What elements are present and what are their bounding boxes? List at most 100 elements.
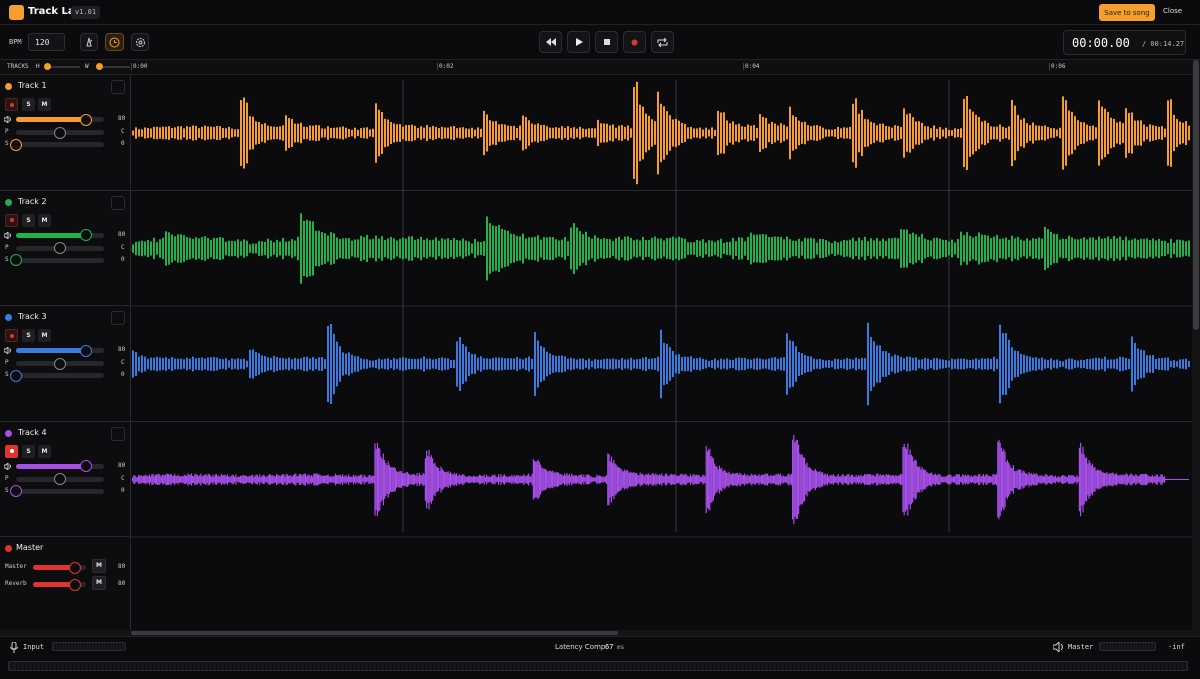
width-slider[interactable] — [96, 63, 130, 70]
rewind-button[interactable] — [539, 31, 562, 53]
slider-knob[interactable] — [69, 561, 82, 574]
waveform-bar — [500, 474, 502, 485]
waveform-bar — [636, 239, 638, 258]
waveform-bar — [1041, 357, 1043, 371]
waveform-bar — [483, 110, 485, 156]
waveform-bar — [792, 439, 794, 520]
waveform-bar — [422, 472, 424, 487]
waveform-bar — [1122, 357, 1124, 371]
solo-button[interactable]: S — [22, 444, 35, 458]
channel-mute[interactable]: M — [92, 576, 106, 590]
mute-button[interactable]: M — [38, 213, 51, 227]
waveform-bar — [396, 471, 398, 488]
metronome-button[interactable] — [80, 33, 98, 51]
delete-button[interactable] — [111, 311, 125, 325]
waveform-bar — [1152, 355, 1154, 373]
waveform-bar — [777, 473, 779, 486]
arm-button[interactable] — [5, 213, 18, 227]
waveform-bar — [1107, 359, 1109, 369]
height-slider[interactable] — [44, 63, 80, 70]
delete-button[interactable] — [111, 80, 125, 94]
pan-slider[interactable] — [16, 242, 104, 254]
slider-knob[interactable] — [54, 126, 66, 139]
vertical-scrollbar[interactable] — [1192, 60, 1200, 630]
slider-knob[interactable] — [54, 242, 66, 254]
settings-button[interactable] — [131, 33, 149, 51]
slider-knob[interactable] — [10, 138, 22, 151]
pan-slider[interactable] — [16, 357, 104, 370]
volume-slider[interactable] — [16, 229, 104, 241]
scroll-thumb[interactable] — [1193, 60, 1199, 330]
waveform-bar — [558, 240, 560, 257]
bpm-input[interactable]: 120 — [28, 33, 65, 51]
channel-slider[interactable] — [33, 561, 86, 574]
waveform-bar — [405, 238, 407, 259]
close-button[interactable]: Close — [1163, 7, 1183, 15]
waveform-bar — [801, 353, 803, 375]
waveform-bar — [840, 241, 842, 256]
pan-slider[interactable] — [16, 126, 104, 139]
slider-knob[interactable] — [54, 473, 66, 485]
send-slider[interactable] — [10, 254, 104, 266]
record-button[interactable] — [623, 31, 646, 53]
send-slider[interactable] — [10, 369, 104, 382]
send-slider[interactable] — [10, 485, 104, 497]
channel-slider[interactable] — [33, 578, 86, 591]
delete-button[interactable] — [111, 195, 125, 210]
waveform-bar — [136, 477, 138, 482]
mute-button[interactable]: M — [38, 444, 51, 458]
solo-button[interactable]: S — [22, 213, 35, 227]
slider-knob[interactable] — [80, 229, 93, 241]
waveform-bar — [201, 476, 203, 483]
slider-knob[interactable] — [80, 460, 93, 472]
waveform-bar — [159, 475, 161, 484]
slider-knob[interactable] — [80, 113, 93, 126]
solo-button[interactable]: S — [22, 98, 35, 111]
loop-button[interactable] — [651, 31, 674, 53]
waveform-bar — [619, 467, 621, 492]
slider-knob[interactable] — [80, 344, 93, 357]
waveform-bar — [363, 359, 365, 369]
horizontal-scrollbar[interactable] — [0, 630, 1200, 636]
waveform-bar — [1045, 473, 1047, 486]
save-button[interactable]: Save to song — [1099, 4, 1155, 21]
delete-button[interactable] — [111, 426, 125, 441]
waveform-bar — [906, 356, 908, 372]
pan-slider[interactable] — [16, 473, 104, 485]
send-slider[interactable] — [10, 138, 104, 151]
waveform-bar — [267, 357, 269, 371]
waveform-bar — [192, 238, 194, 259]
slider-knob[interactable] — [10, 369, 22, 382]
waveform-bar — [234, 359, 236, 369]
slider-knob[interactable] — [54, 357, 66, 370]
scroll-thumb[interactable] — [131, 631, 618, 635]
slider-knob[interactable] — [10, 485, 22, 497]
mute-button[interactable]: M — [38, 98, 51, 111]
waveform-bar — [357, 475, 359, 484]
play-button[interactable] — [567, 31, 590, 53]
slider-knob[interactable] — [10, 254, 22, 266]
arm-button[interactable] — [5, 444, 18, 458]
waveform-bar — [1158, 238, 1160, 259]
volume-slider[interactable] — [16, 460, 104, 472]
slider-knob[interactable] — [69, 578, 82, 591]
volume-slider[interactable] — [16, 344, 104, 357]
waveform-bar — [718, 465, 720, 494]
channel-mute[interactable]: M — [92, 559, 106, 573]
count-in-button[interactable] — [105, 33, 124, 51]
volume-slider[interactable] — [16, 113, 104, 126]
waveform-bar — [408, 124, 410, 142]
waveform-bar — [631, 472, 633, 487]
arm-button[interactable] — [5, 98, 18, 111]
slider-knob[interactable] — [96, 63, 103, 70]
waveform-bar — [486, 474, 488, 485]
slider-knob[interactable] — [44, 63, 51, 70]
mute-button[interactable]: M — [38, 329, 51, 342]
solo-button[interactable]: S — [22, 329, 35, 342]
waveform-bar — [1038, 237, 1040, 260]
stop-button[interactable] — [595, 31, 618, 53]
pan-label: P — [5, 243, 9, 251]
waveform-bar — [1080, 442, 1082, 517]
arm-button[interactable] — [5, 329, 18, 342]
